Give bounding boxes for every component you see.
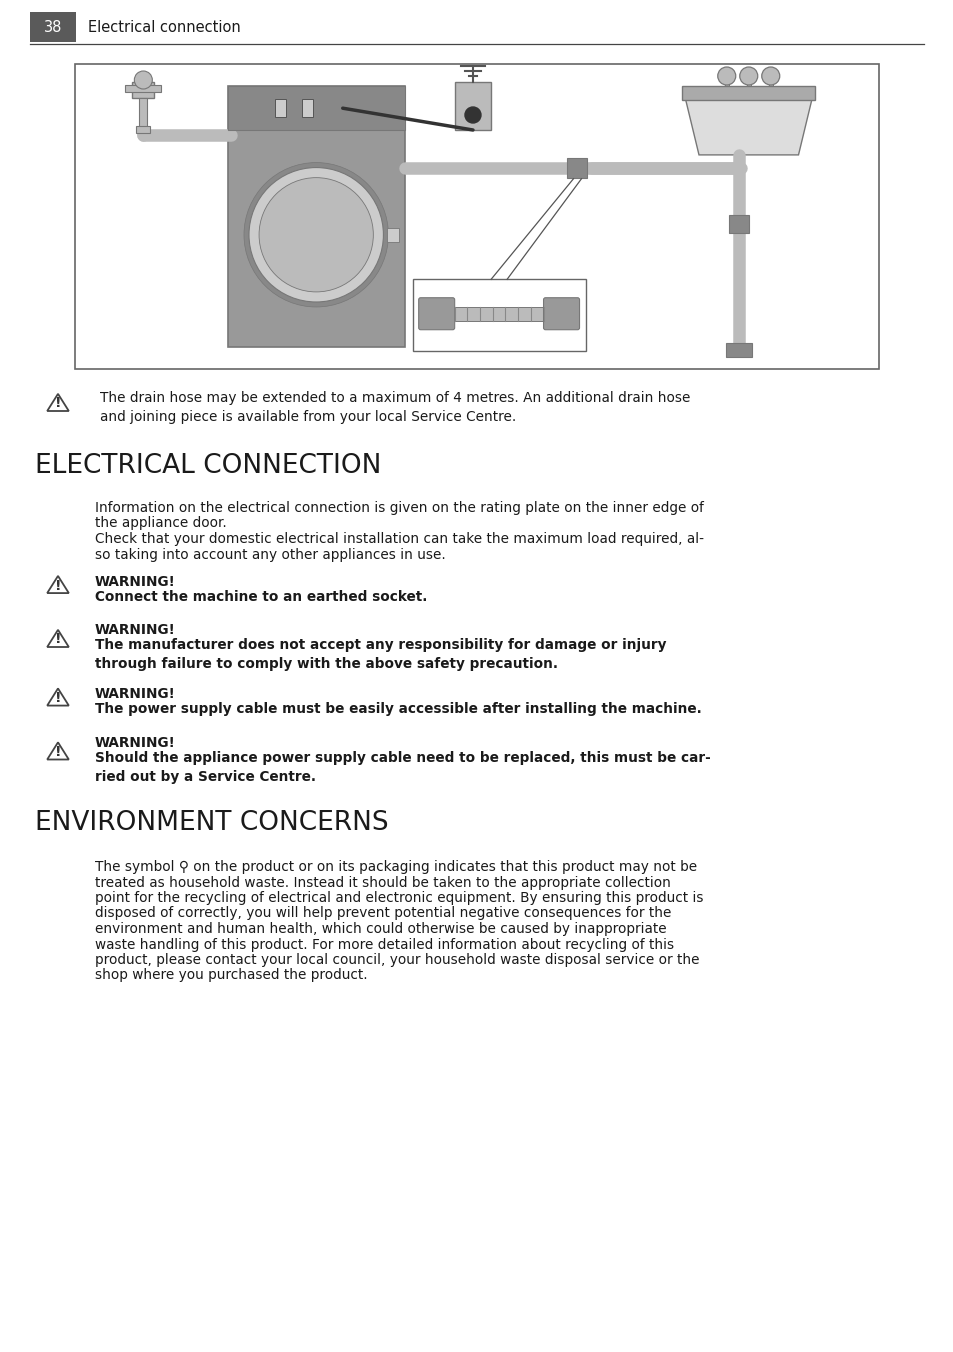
Text: 38: 38 xyxy=(44,19,62,35)
Text: point for the recycling of electrical and electronic equipment. By ensuring this: point for the recycling of electrical an… xyxy=(95,891,702,904)
Text: The power supply cable must be easily accessible after installing the machine.: The power supply cable must be easily ac… xyxy=(95,703,701,717)
Bar xyxy=(455,82,491,130)
FancyBboxPatch shape xyxy=(543,297,578,330)
Text: environment and human health, which could otherwise be caused by inappropriate: environment and human health, which coul… xyxy=(95,922,666,936)
Bar xyxy=(567,158,587,177)
Bar xyxy=(30,12,76,42)
Text: WARNING!: WARNING! xyxy=(95,688,175,702)
Circle shape xyxy=(249,168,383,301)
Text: Connect the machine to an earthed socket.: Connect the machine to an earthed socket… xyxy=(95,589,427,604)
Text: !: ! xyxy=(54,633,61,646)
Text: WARNING!: WARNING! xyxy=(95,735,175,750)
Bar xyxy=(728,215,748,233)
Text: The symbol ⚲ on the product or on its packaging indicates that this product may : The symbol ⚲ on the product or on its pa… xyxy=(95,860,697,873)
Circle shape xyxy=(760,68,779,85)
Text: ENVIRONMENT CONCERNS: ENVIRONMENT CONCERNS xyxy=(35,810,388,836)
Bar xyxy=(301,99,313,118)
Text: disposed of correctly, you will help prevent potential negative consequences for: disposed of correctly, you will help pre… xyxy=(95,906,671,921)
Bar xyxy=(132,82,154,97)
Bar xyxy=(136,126,151,132)
Text: Information on the electrical connection is given on the rating plate on the inn: Information on the electrical connection… xyxy=(95,502,703,515)
Text: Check that your domestic electrical installation can take the maximum load requi: Check that your domestic electrical inst… xyxy=(95,531,703,546)
FancyBboxPatch shape xyxy=(418,297,455,330)
Text: WARNING!: WARNING! xyxy=(95,575,175,589)
Bar xyxy=(455,307,543,320)
Bar xyxy=(275,99,286,118)
Bar xyxy=(139,97,147,128)
Text: ELECTRICAL CONNECTION: ELECTRICAL CONNECTION xyxy=(35,453,381,479)
Text: product, please contact your local council, your household waste disposal servic: product, please contact your local counc… xyxy=(95,953,699,967)
Bar xyxy=(768,76,772,97)
Circle shape xyxy=(739,68,757,85)
Text: Should the appliance power supply cable need to be replaced, this must be car-
r: Should the appliance power supply cable … xyxy=(95,750,710,784)
Circle shape xyxy=(134,72,152,89)
Bar xyxy=(724,76,728,97)
Polygon shape xyxy=(685,100,811,155)
Bar xyxy=(125,85,161,92)
Text: so taking into account any other appliances in use.: so taking into account any other applian… xyxy=(95,548,445,561)
Bar xyxy=(681,87,814,100)
Bar xyxy=(746,76,750,97)
Text: the appliance door.: the appliance door. xyxy=(95,516,227,530)
Text: The manufacturer does not accept any responsibility for damage or injury
through: The manufacturer does not accept any res… xyxy=(95,638,666,672)
Text: waste handling of this product. For more detailed information about recycling of: waste handling of this product. For more… xyxy=(95,937,674,952)
Bar xyxy=(75,64,878,369)
Circle shape xyxy=(244,162,388,307)
Text: !: ! xyxy=(54,691,61,704)
Text: !: ! xyxy=(54,396,61,411)
Bar xyxy=(386,227,398,242)
Bar xyxy=(228,87,404,347)
Text: Electrical connection: Electrical connection xyxy=(88,19,240,35)
Bar xyxy=(228,87,404,130)
Text: The drain hose may be extended to a maximum of 4 metres. An additional drain hos: The drain hose may be extended to a maxi… xyxy=(100,391,690,425)
Circle shape xyxy=(464,107,480,123)
Text: treated as household waste. Instead it should be taken to the appropriate collec: treated as household waste. Instead it s… xyxy=(95,876,670,890)
Circle shape xyxy=(717,68,735,85)
Bar xyxy=(413,280,585,352)
Text: shop where you purchased the product.: shop where you purchased the product. xyxy=(95,968,367,983)
Circle shape xyxy=(259,177,373,292)
Text: !: ! xyxy=(54,745,61,758)
Bar xyxy=(725,343,751,357)
Text: WARNING!: WARNING! xyxy=(95,623,175,638)
Text: !: ! xyxy=(54,579,61,592)
